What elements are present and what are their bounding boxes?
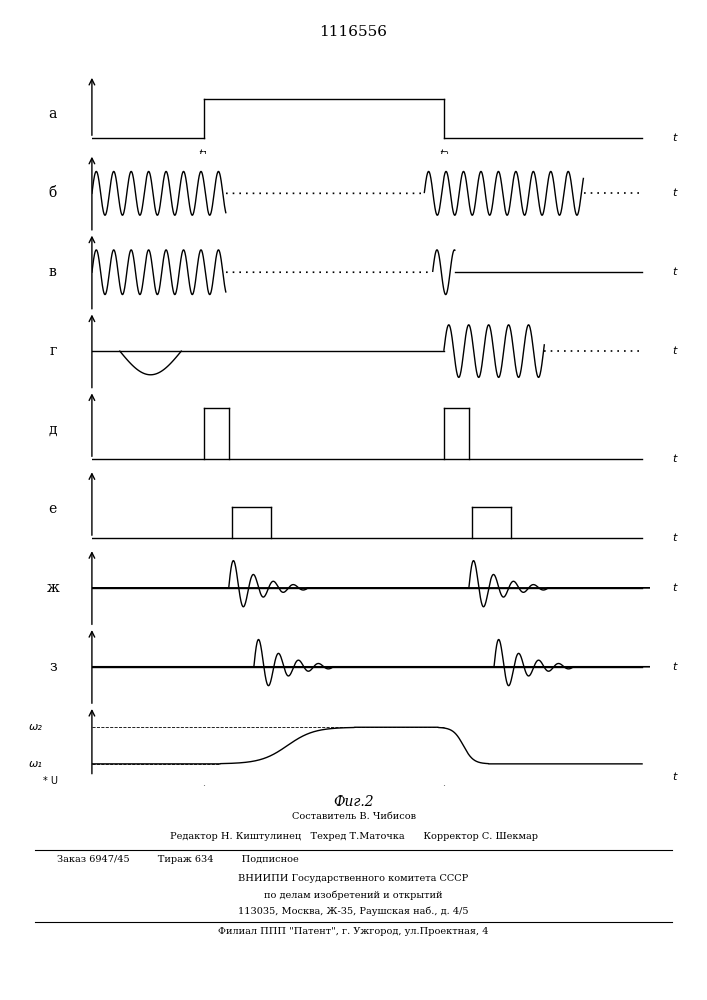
Text: t: t — [673, 267, 677, 277]
Text: t: t — [673, 133, 677, 143]
Text: Заказ 6947/45         Тираж 634         Подписное: Заказ 6947/45 Тираж 634 Подписное — [57, 855, 298, 864]
Text: по делам изобретений и открытий: по делам изобретений и открытий — [264, 890, 443, 900]
Text: t: t — [673, 188, 677, 198]
Text: 113035, Москва, Ж-35, Раушская наб., д. 4/5: 113035, Москва, Ж-35, Раушская наб., д. … — [238, 906, 469, 916]
Text: $t_2$: $t_2$ — [438, 147, 449, 161]
Text: t: t — [673, 662, 677, 672]
Text: ВНИИПИ Государственного комитета СССР: ВНИИПИ Государственного комитета СССР — [238, 874, 469, 883]
Text: * U: * U — [42, 776, 57, 786]
Text: ω₂: ω₂ — [29, 722, 43, 732]
Text: t: t — [673, 583, 677, 593]
Text: Составитель В. Чибисов: Составитель В. Чибисов — [291, 812, 416, 821]
Text: а: а — [49, 107, 57, 121]
Text: д: д — [49, 423, 57, 437]
Text: t: t — [673, 772, 677, 782]
Text: Фиг.2: Фиг.2 — [333, 795, 374, 809]
Text: б: б — [49, 186, 57, 200]
Text: ω₁: ω₁ — [29, 759, 43, 769]
Text: е: е — [49, 502, 57, 516]
Text: $t_1$: $t_1$ — [199, 147, 209, 161]
Text: ж: ж — [47, 581, 59, 595]
Text: г: г — [49, 344, 57, 358]
Text: Редактор Н. Киштулинец   Техред Т.Маточка      Корректор С. Шекмар: Редактор Н. Киштулинец Техред Т.Маточка … — [170, 832, 537, 841]
Text: Филиал ППП "Патент", г. Ужгород, ул.Проектная, 4: Филиал ППП "Патент", г. Ужгород, ул.Прое… — [218, 927, 489, 936]
Text: 1116556: 1116556 — [320, 25, 387, 39]
Text: в: в — [49, 265, 57, 279]
Text: t: t — [673, 346, 677, 356]
Text: t: t — [673, 533, 677, 543]
Text: з: з — [49, 660, 57, 674]
Text: t: t — [673, 454, 677, 464]
